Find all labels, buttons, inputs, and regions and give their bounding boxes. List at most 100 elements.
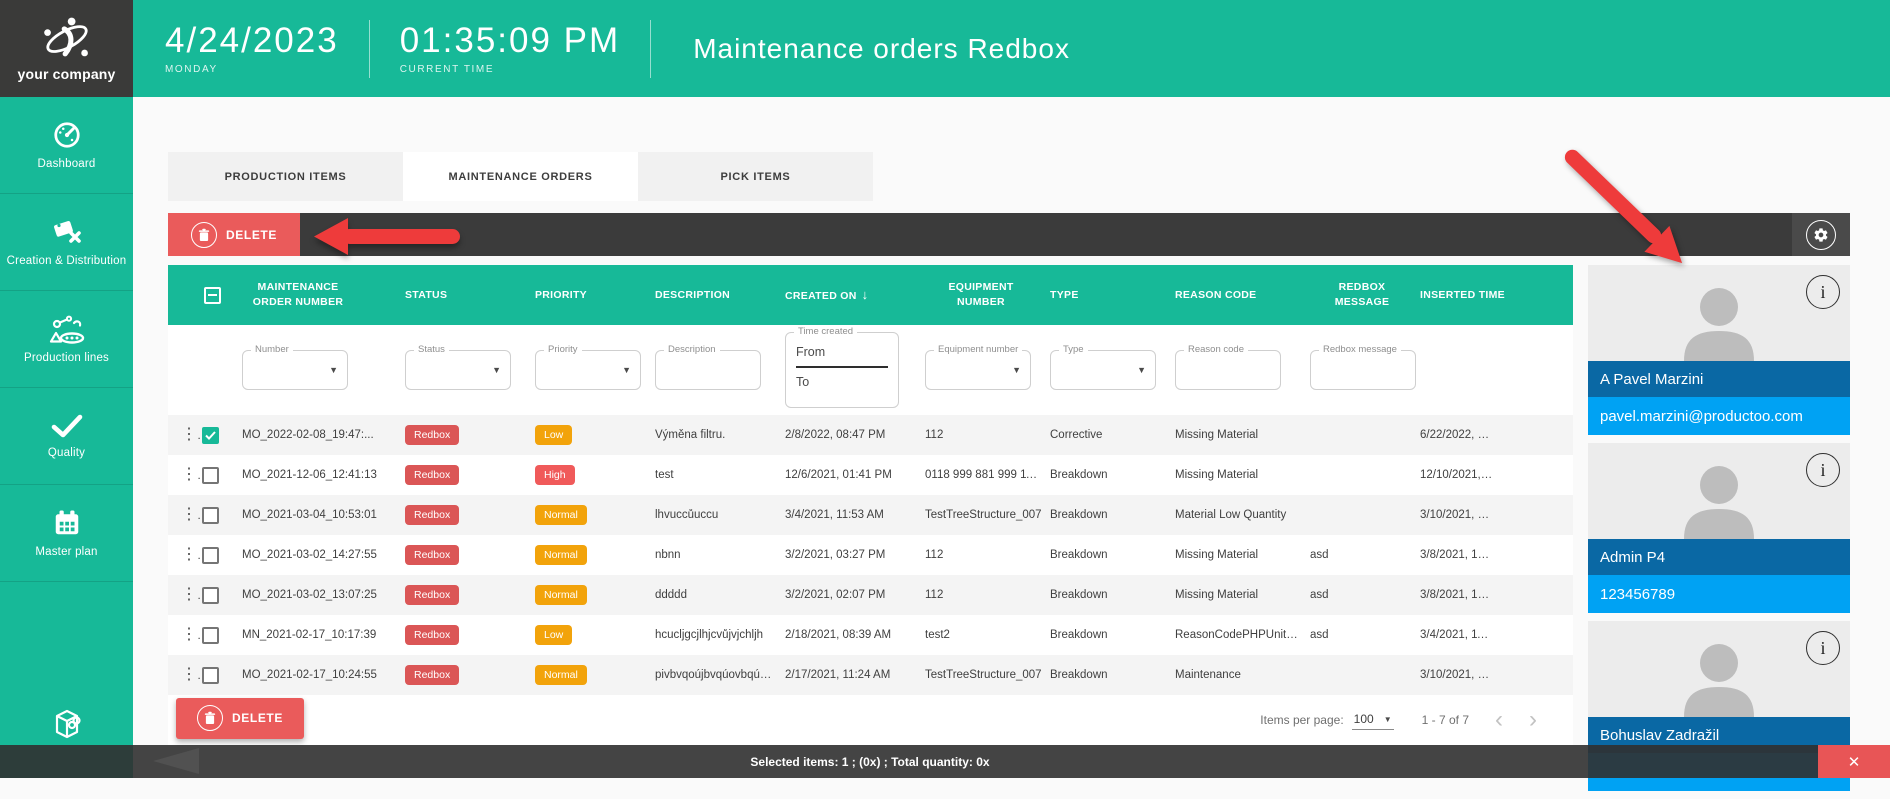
row-checkbox[interactable]: [202, 546, 219, 564]
column-header-reason[interactable]: REASON CODE: [1175, 288, 1257, 301]
filter-label: Priority: [544, 344, 582, 355]
column-header-status[interactable]: STATUS: [405, 288, 448, 301]
sidebar-item-production-lines[interactable]: Production lines: [0, 291, 133, 388]
gauge-icon: [53, 122, 80, 148]
cell-priority: Normal: [535, 505, 655, 525]
tab-pick-items[interactable]: PICK ITEMS: [720, 170, 791, 183]
table-row[interactable]: ⋮ MO_2021-12-06_12:41:13 Redbox High tes…: [168, 455, 1573, 495]
chevron-down-icon: ▼: [1012, 365, 1021, 375]
current-date: 4/24/2023: [165, 20, 339, 60]
close-icon[interactable]: ✕: [1818, 745, 1890, 778]
cell-order-number: MO_2021-03-02_14:27:55: [242, 549, 377, 561]
column-header-type[interactable]: TYPE: [1050, 288, 1079, 301]
cell-order-number: MO_2021-03-02_13:07:25: [242, 589, 377, 601]
filter-input[interactable]: Equipment number ▼: [925, 344, 1031, 390]
sidebar-item-partial[interactable]: [0, 679, 133, 776]
table-row[interactable]: ⋮ MN_2021-02-17_10:17:39 Redbox Low hcuc…: [168, 615, 1573, 655]
row-checkbox[interactable]: [202, 426, 219, 444]
delete-button[interactable]: DELETE: [168, 213, 300, 256]
chevron-right-icon[interactable]: ›: [1529, 706, 1537, 733]
tab-production-items[interactable]: PRODUCTION ITEMS: [224, 170, 347, 183]
table-row[interactable]: ⋮ MO_2021-03-02_13:07:25 Redbox Normal d…: [168, 575, 1573, 615]
trash-icon: [197, 705, 224, 731]
settings-button[interactable]: [1792, 213, 1850, 256]
filter-input[interactable]: Reason code ▼: [1175, 344, 1281, 390]
row-checkbox[interactable]: [202, 666, 219, 684]
cell-equipment-number: TestTreeStructure_007: [925, 509, 1042, 521]
pagination: Items per page: 100 ▼ 1 - 7 of 7 ‹ ›: [1260, 708, 1573, 732]
table-header-row: MAINTENANCE ORDER NUMBER STATUS PRIORITY…: [168, 265, 1573, 325]
column-header-inserted-time[interactable]: INSERTED TIME: [1420, 288, 1505, 301]
cell-status: Redbox: [405, 545, 535, 565]
cell-type: Breakdown: [1050, 549, 1108, 561]
row-checkbox[interactable]: [202, 506, 219, 524]
info-icon[interactable]: i: [1806, 453, 1840, 487]
current-day: MONDAY: [165, 64, 218, 76]
company-logo[interactable]: your company: [0, 0, 133, 97]
trash-icon: [191, 221, 218, 248]
table-row[interactable]: ⋮ MO_2021-02-17_10:24:55 Redbox Normal p…: [168, 655, 1573, 695]
status-badge: Redbox: [405, 545, 460, 565]
priority-badge: Low: [535, 625, 573, 645]
column-header-number[interactable]: MAINTENANCE ORDER NUMBER: [252, 281, 344, 308]
user-card[interactable]: i A Pavel Marzini pavel.marzini@producto…: [1588, 265, 1850, 435]
row-menu-icon[interactable]: ⋮: [181, 427, 197, 443]
tab-maintenance-orders[interactable]: MAINTENANCE ORDERS: [403, 152, 638, 201]
time-created-filter[interactable]: Time created From To: [785, 326, 899, 408]
cell-status: Redbox: [405, 585, 535, 605]
column-header-redbox-message[interactable]: REDBOX MESSAGE: [1334, 281, 1390, 308]
sidebar-item-quality[interactable]: Quality: [0, 388, 133, 485]
table-row[interactable]: ⋮ MO_2021-03-04_10:53:01 Redbox Normal l…: [168, 495, 1573, 535]
info-icon[interactable]: i: [1806, 631, 1840, 665]
sidebar-item-master-plan[interactable]: Master plan: [0, 485, 133, 582]
row-checkbox[interactable]: [202, 626, 219, 644]
delete-button-footer[interactable]: DELETE: [176, 697, 304, 739]
user-card[interactable]: i Admin P4 123456789: [1588, 443, 1850, 613]
company-logo-icon: [43, 17, 88, 57]
time-from-field[interactable]: From: [796, 345, 888, 368]
sidebar-item-creation-distribution[interactable]: Creation & Distribution: [0, 194, 133, 291]
table-row[interactable]: ⋮ MO_2022-02-08_19:47:... Redbox Low Vým…: [168, 415, 1573, 455]
cell-priority: Low: [535, 625, 655, 645]
row-menu-icon[interactable]: ⋮: [181, 467, 197, 483]
status-badge: Redbox: [405, 665, 460, 685]
select-all-checkbox[interactable]: [204, 286, 221, 304]
info-icon[interactable]: i: [1806, 275, 1840, 309]
current-time-label: CURRENT TIME: [399, 64, 495, 76]
user-panel: i A Pavel Marzini pavel.marzini@producto…: [1588, 265, 1850, 799]
cell-inserted-time: 3/10/2021, 09:21 AM: [1420, 509, 1527, 521]
row-menu-icon[interactable]: ⋮: [181, 507, 197, 523]
cell-order-number: MO_2021-12-06_12:41:13: [242, 469, 377, 481]
sort-desc-icon[interactable]: ↓: [861, 286, 869, 302]
cell-created-on: 3/2/2021, 03:27 PM: [785, 549, 886, 561]
filter-input[interactable]: Status ▼: [405, 344, 511, 390]
items-per-page-select[interactable]: 100 ▼: [1351, 710, 1394, 730]
row-checkbox[interactable]: [202, 466, 219, 484]
cell-priority: Normal: [535, 585, 655, 605]
row-menu-icon[interactable]: ⋮: [181, 587, 197, 603]
cell-description: ddddd: [655, 589, 687, 601]
row-menu-icon[interactable]: ⋮: [181, 627, 197, 643]
column-header-description[interactable]: DESCRIPTION: [655, 288, 731, 301]
filter-input[interactable]: Description ▼: [655, 344, 761, 390]
filter-input[interactable]: Type ▼: [1050, 344, 1156, 390]
cell-equipment-number: TestTreeStructure_007: [925, 669, 1042, 681]
chevron-left-icon[interactable]: ‹: [1495, 706, 1503, 733]
filter-input[interactable]: Redbox message ▼: [1310, 344, 1416, 390]
column-header-equipment[interactable]: EQUIPMENT NUMBER: [948, 281, 1014, 308]
filter-input[interactable]: Number ▼: [242, 344, 348, 390]
table-row[interactable]: ⋮ MO_2021-03-02_14:27:55 Redbox Normal n…: [168, 535, 1573, 575]
filter-input[interactable]: Priority ▼: [535, 344, 641, 390]
column-header-priority[interactable]: PRIORITY: [535, 288, 587, 301]
row-menu-icon[interactable]: ⋮: [181, 667, 197, 683]
column-header-created-on[interactable]: CREATED ON ↓: [785, 286, 869, 302]
sidebar-item-dashboard[interactable]: Dashboard: [0, 97, 133, 194]
cell-type: Corrective: [1050, 429, 1103, 441]
cell-priority: Normal: [535, 665, 655, 685]
row-checkbox[interactable]: [202, 586, 219, 604]
table-body: ⋮ MO_2022-02-08_19:47:... Redbox Low Vým…: [168, 415, 1573, 695]
row-menu-icon[interactable]: ⋮: [181, 547, 197, 563]
time-to-field[interactable]: To: [796, 375, 810, 389]
cell-priority: Normal: [535, 545, 655, 565]
select-all-cell: [202, 286, 242, 304]
